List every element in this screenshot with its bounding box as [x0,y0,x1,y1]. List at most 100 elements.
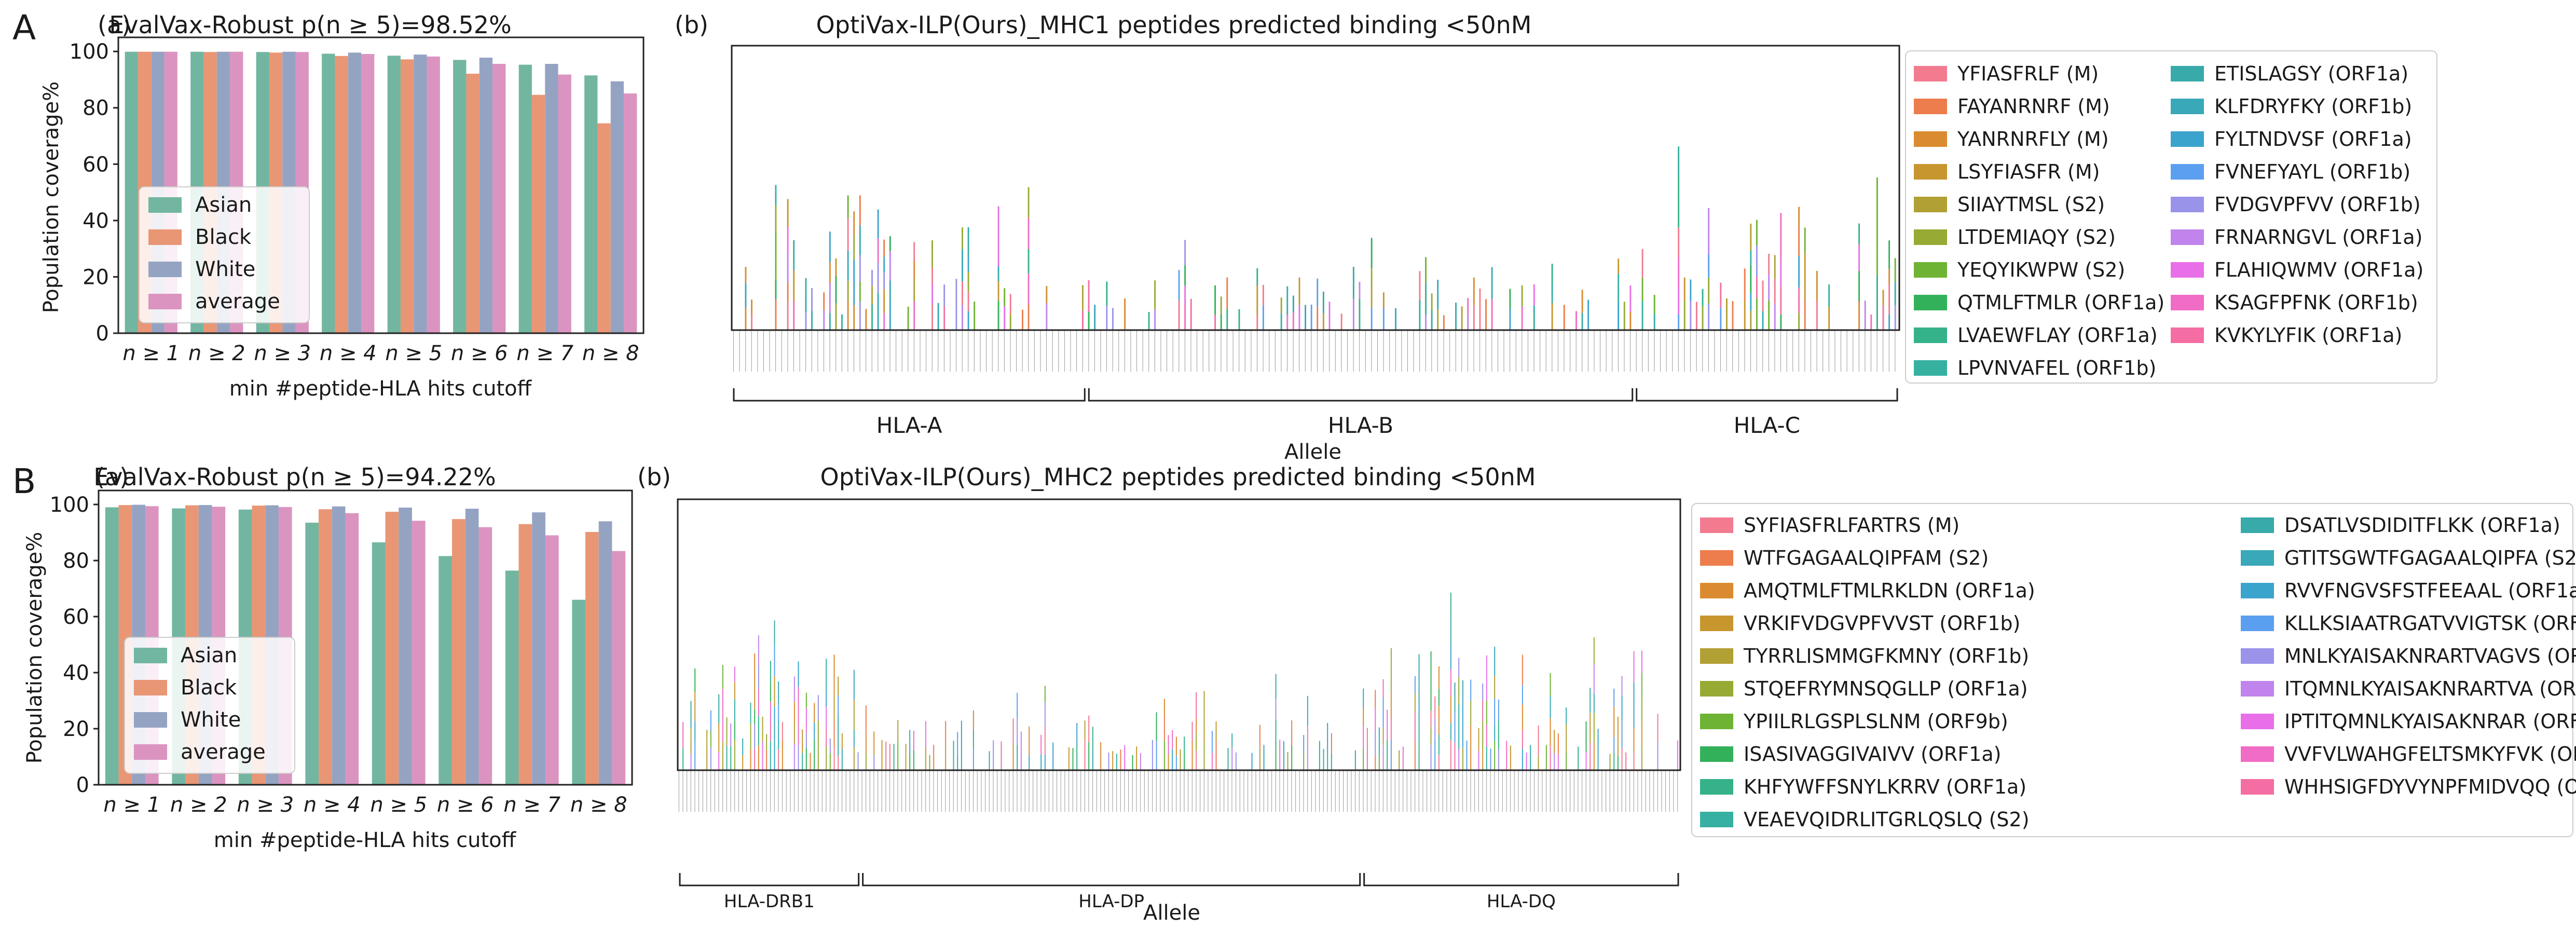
stacked-segment [1430,651,1432,682]
stacked-segment [1454,712,1456,743]
legend-swatch [148,229,182,245]
stacked-segment [1870,314,1872,330]
stacked-segment [1678,288,1680,315]
stacked-segment [1491,267,1493,299]
stacked-segment [833,747,835,770]
stacked-segment [1259,725,1260,749]
stacked-segment [1617,738,1619,756]
stacked-segment [962,249,963,282]
stacked-segment [1678,314,1680,330]
legend-swatch [1700,681,1733,697]
stacked-segment [1275,720,1277,741]
stacked-segment [1437,280,1439,309]
stacked-segment [1132,755,1133,770]
stacked-segment [1331,733,1332,754]
stacked-segment [1203,741,1205,770]
stacked-segment [1286,315,1289,330]
stacked-segment [1750,293,1752,311]
stacked-segment [710,731,711,748]
stacked-segment [798,745,799,770]
stacked-segment [1307,726,1308,749]
stacked-segment [694,741,696,770]
stacked-segment [734,681,735,700]
stacked-segment [859,302,861,330]
y-tick-label: 60 [63,605,89,629]
stacked-segment [730,723,732,747]
stacked-segment [1163,740,1165,770]
stacked-segment [1780,286,1782,315]
bar-white [598,521,612,785]
stacked-segment [1690,279,1692,301]
stacked-segment [1046,286,1048,304]
stacked-segment [881,740,883,770]
x-tick-label: n ≥ 4 [304,793,361,817]
stacked-segment [1876,254,1878,275]
stacked-segment [1641,650,1642,673]
legend-label: FVNEFYAYL (ORF1b) [2214,160,2410,183]
stacked-segment [734,699,735,721]
legend-label: FVDGVPFVV (ORF1b) [2214,193,2421,216]
stacked-segment [1641,301,1643,330]
bar-white [414,54,427,334]
stacked-segment [913,242,915,262]
stacked-segment [1587,299,1590,330]
stacked-segment [1458,677,1460,705]
stacked-segment [859,195,861,226]
bar-average [345,513,359,785]
stacked-segment [953,741,954,770]
stacked-segment [1382,745,1384,770]
stacked-segment [1275,699,1277,720]
stacked-segment [1498,720,1499,749]
stacked-segment [1473,305,1475,330]
row-label-a: A [12,8,36,48]
stacked-segment [1382,292,1385,308]
stacked-segment [1303,751,1305,770]
stacked-segment [1256,315,1258,330]
stacked-segment [1462,721,1463,748]
stacked-segment [690,701,692,729]
stacked-segment [1017,718,1018,745]
stacked-segment [1203,691,1205,715]
stacked-segment [1323,748,1324,770]
stacked-segment [722,741,723,770]
stacked-segment [1305,305,1307,330]
stacked-segment [1156,712,1157,741]
stacked-segment [853,211,855,235]
stacked-segment [1178,270,1180,301]
stacked-segment [945,750,947,770]
stacked-segment [907,306,909,330]
stacked-segment [778,749,779,770]
legend-swatch [1914,197,1947,212]
group-bracket [1636,388,1898,402]
stacked-segment [1617,716,1619,738]
stacked-segment [805,748,807,770]
group-bracket [1363,873,1679,886]
stacked-segment [1641,698,1642,720]
legend-swatch [1914,66,1947,81]
stacked-segment [1633,728,1635,753]
stacked-segment [1009,314,1011,330]
stacked-segment [1152,740,1153,770]
stacked-segment [1486,655,1487,683]
stacked-segment [1470,679,1472,701]
stacked-segment [1470,725,1472,746]
legend-swatch [1700,648,1733,664]
stacked-segment [1774,255,1776,279]
stacked-segment [897,720,899,742]
stacked-segment [1563,305,1565,330]
stacked-segment [1363,688,1364,708]
stacked-segment [1450,740,1451,770]
stacked-segment [787,254,789,282]
stacked-segment [1450,722,1451,740]
stacked-segment [1196,750,1197,770]
stacked-segment [1156,741,1157,770]
stacked-segment [694,668,696,692]
stacked-segment [1485,299,1487,330]
stacked-segment [1509,289,1511,309]
legend-swatch [1700,517,1733,533]
stacked-segment [945,721,947,750]
x-tick-label: n ≥ 7 [516,342,573,365]
stacked-segment [1029,726,1030,756]
stacked-segment [774,676,775,707]
stacked-segment [1494,726,1496,741]
